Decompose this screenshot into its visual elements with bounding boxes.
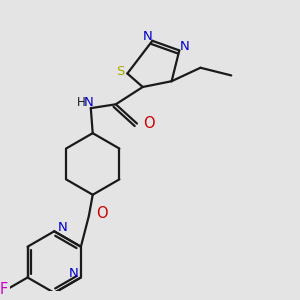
Text: S: S: [116, 65, 125, 78]
Text: N: N: [68, 267, 78, 280]
Text: N: N: [84, 96, 94, 109]
Text: O: O: [143, 116, 154, 131]
Text: H: H: [77, 96, 85, 109]
Text: F: F: [0, 283, 8, 298]
Text: N: N: [58, 221, 68, 234]
Text: N: N: [143, 31, 152, 44]
Text: N: N: [180, 40, 190, 53]
Text: O: O: [97, 206, 108, 221]
